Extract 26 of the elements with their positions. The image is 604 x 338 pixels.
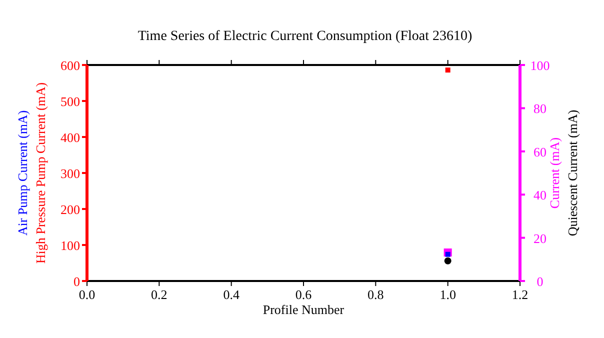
y-tick-label: 100 [60,238,80,253]
y-tick-label: 600 [60,58,80,73]
y2-tick-label: 80 [534,101,546,116]
y-tick-label: 400 [60,130,80,145]
x-tick-label: 0.8 [368,287,384,302]
y-tick-label: 200 [60,202,80,217]
y2-tick-label: 20 [534,230,546,246]
x-tick-label: 1.0 [440,287,456,302]
y-tick-label: 0 [74,274,80,289]
y-tick-label: 300 [60,166,80,181]
x-axis-title: Profile Number [262,302,345,317]
y2-tick-label: 100 [530,58,550,73]
y2-tick-label: 0 [536,274,544,289]
y2-tick-label: 40 [534,188,546,203]
y-tick-label: 500 [60,94,80,109]
text: High Pressure Pump Current (mA) [33,82,48,264]
x-tick-label: 0.4 [223,287,240,302]
x-tick-label: 0.2 [151,287,168,302]
y2-tick-label: 60 [534,144,546,160]
text: Quiescent Current (mA) [565,110,580,236]
text: Air Pump Current (mA) [15,110,30,236]
x-tick-label: 1.2 [512,287,528,302]
chart-title: Time Series of Electric Current Consumption (Float 23610) [138,29,472,44]
x-tick-label: 0.0 [78,287,96,302]
x-tick-label: 0.6 [295,287,312,302]
text: Current (mA) [547,137,562,209]
